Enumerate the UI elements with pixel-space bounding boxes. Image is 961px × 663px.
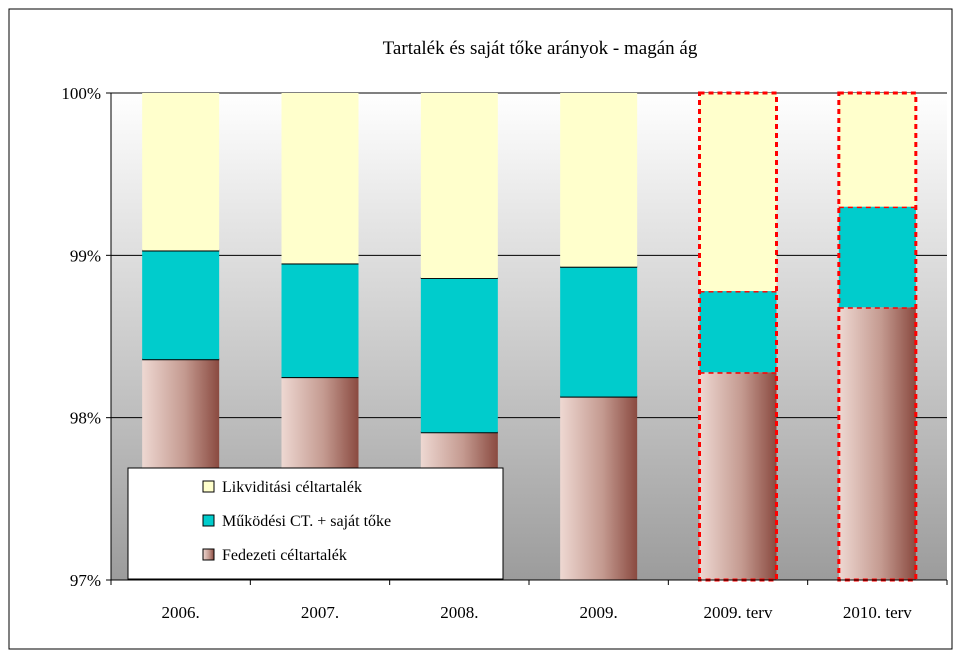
legend-swatch xyxy=(202,514,215,527)
x-tick-label: 2010. terv xyxy=(843,603,912,622)
bar-segment-likviditasi xyxy=(699,93,777,292)
x-tick-label: 2009. xyxy=(580,603,618,622)
legend-box xyxy=(127,467,504,580)
bar-segment-mukodesi xyxy=(281,263,359,378)
bar-segment-likviditasi xyxy=(560,93,638,267)
legend-label: Likviditási céltartalék xyxy=(222,479,362,496)
bar-segment-likviditasi xyxy=(281,93,359,264)
y-tick-label: 100% xyxy=(61,84,101,103)
y-tick-label: 97% xyxy=(70,571,101,590)
bar-segment-mukodesi xyxy=(142,250,220,360)
y-tick-label: 99% xyxy=(70,246,101,265)
legend-swatch xyxy=(202,548,215,561)
y-tick-label: 98% xyxy=(70,409,101,428)
gridlines xyxy=(111,92,947,419)
legend-label: Fedezeti céltartalék xyxy=(222,547,347,564)
bar-segment-mukodesi xyxy=(838,206,916,308)
planned-bar-outline xyxy=(698,91,778,582)
legend-label: Működési CT. + saját tőke xyxy=(222,513,391,530)
chart-title: Tartalék és saját tőke arányok - magán á… xyxy=(383,38,698,59)
planned-bar-outline xyxy=(837,91,918,582)
bar-segment-fedezeti xyxy=(838,307,916,580)
bar-segment-fedezeti xyxy=(560,396,638,580)
legend-swatch xyxy=(202,480,215,493)
x-tick-label: 2009. terv xyxy=(704,603,773,622)
y-axis-ticks: 97% 98% 99% 100% xyxy=(61,84,111,590)
bar-segment-likviditasi xyxy=(838,93,916,207)
bar-segment-mukodesi xyxy=(560,266,638,397)
x-axis-ticks: 2006. 2007. 2008. 2009. 2009. terv 2010. terv xyxy=(110,580,948,622)
bar-segment-fedezeti xyxy=(699,372,777,580)
bar-segment-mukodesi xyxy=(420,278,498,433)
legend: Likviditási céltartalék Működési CT. + sa… xyxy=(127,467,504,580)
bar-segment-likviditasi xyxy=(420,93,498,279)
bar-segment-mukodesi xyxy=(699,291,777,373)
x-tick-label: 2008. xyxy=(440,603,478,622)
x-tick-label: 2006. xyxy=(162,603,200,622)
x-tick-label: 2007. xyxy=(301,603,339,622)
bar-segment-likviditasi xyxy=(142,93,220,251)
